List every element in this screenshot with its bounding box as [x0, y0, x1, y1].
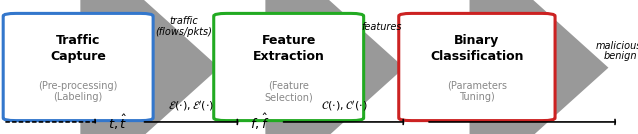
Text: malicious/
benign: malicious/ benign: [595, 40, 638, 61]
Text: $t, \hat{t}$: $t, \hat{t}$: [108, 112, 128, 131]
Text: $\mathcal{E}(\cdot), \mathcal{E}'(\cdot)$: $\mathcal{E}(\cdot), \mathcal{E}'(\cdot)…: [168, 99, 214, 113]
Text: Feature
Extraction: Feature Extraction: [253, 34, 325, 63]
Text: (Feature
Selection): (Feature Selection): [264, 81, 313, 102]
Text: features: features: [361, 22, 402, 32]
Text: (Parameters
Tuning): (Parameters Tuning): [447, 81, 507, 102]
FancyBboxPatch shape: [3, 13, 153, 121]
Text: Traffic
Capture: Traffic Capture: [50, 34, 106, 63]
Text: traffic
(flows/pkts): traffic (flows/pkts): [155, 16, 212, 37]
Text: $\mathcal{C}(\cdot), \mathcal{C}'(\cdot)$: $\mathcal{C}(\cdot), \mathcal{C}'(\cdot)…: [321, 99, 367, 113]
Text: $f, \hat{f}$: $f, \hat{f}$: [250, 112, 271, 132]
FancyBboxPatch shape: [214, 13, 364, 121]
Text: Binary
Classification: Binary Classification: [430, 34, 524, 63]
Text: (Pre-processing)
(Labeling): (Pre-processing) (Labeling): [38, 81, 118, 102]
FancyBboxPatch shape: [399, 13, 555, 121]
